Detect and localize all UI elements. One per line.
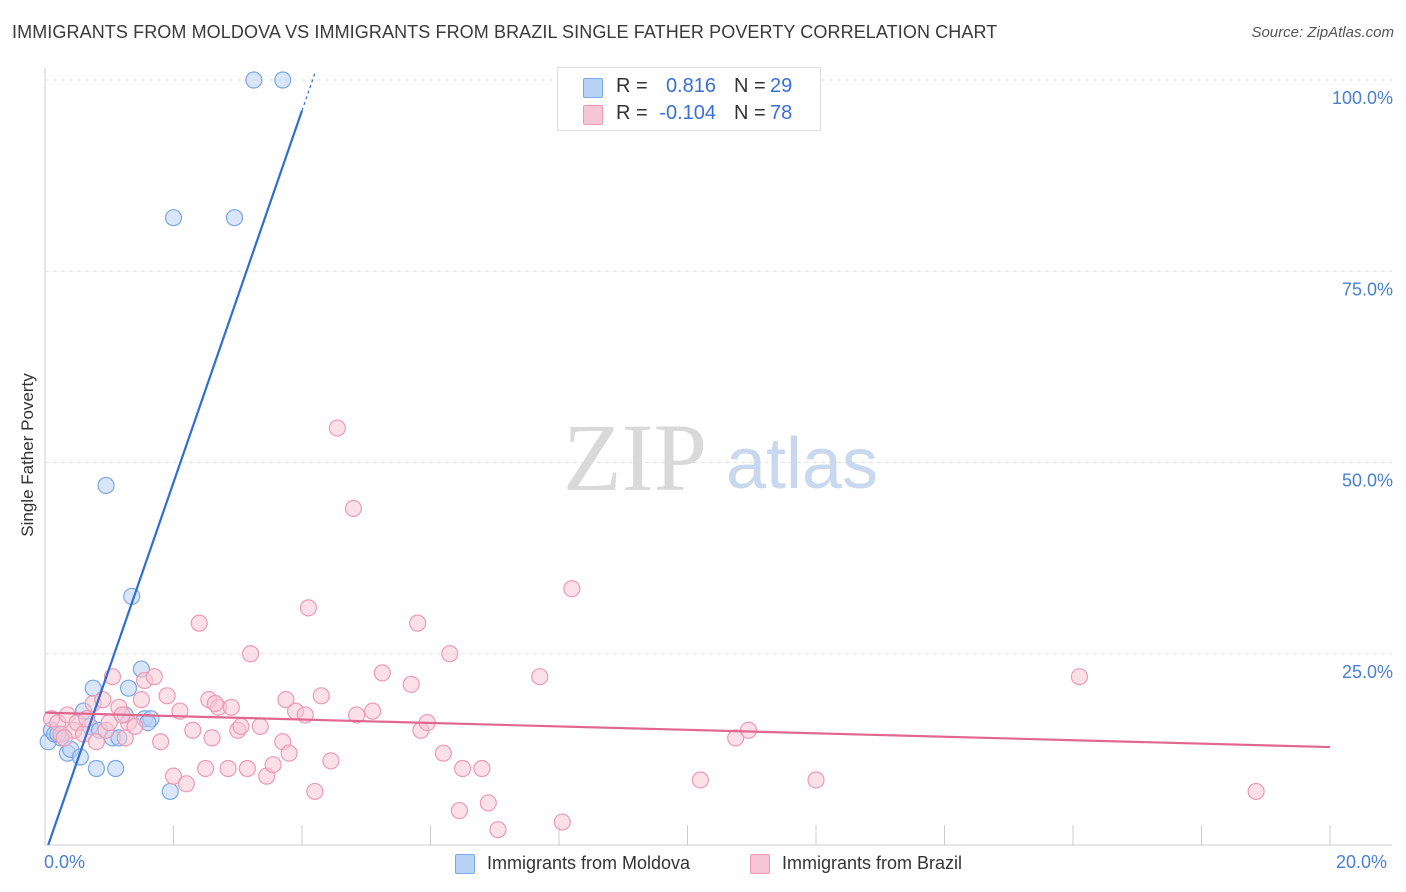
brazil-point (184, 721, 202, 739)
r-value: 0.816 (665, 75, 716, 97)
brazil-point (251, 717, 269, 736)
y-tick-label: 25.0% (1342, 662, 1393, 682)
brazil-point (479, 794, 497, 812)
y-tick-label: 100.0% (1332, 88, 1393, 108)
brazil-point (739, 721, 758, 739)
trend-lines (44, 73, 1331, 846)
brazil-point (373, 664, 391, 682)
stats-row-brazil: R = -0.104 N = 78 (558, 101, 820, 127)
brazil-point (563, 580, 581, 598)
brazil-point (306, 782, 324, 801)
brazil-point (489, 821, 507, 839)
brazil-point (222, 698, 240, 716)
r-value: -0.104 (659, 102, 716, 124)
legend-moldova-label: Immigrants from Moldova (487, 853, 691, 873)
brazil-point (727, 729, 745, 747)
watermark-zip: ZIP (563, 404, 707, 511)
brazil-point (206, 694, 224, 713)
brazil-point (328, 419, 346, 437)
n-label: N = (734, 102, 766, 124)
brazil-point (132, 691, 150, 709)
y-tick-label: 75.0% (1342, 279, 1393, 299)
r-label: R = (616, 75, 648, 97)
moldova-swatch (583, 78, 603, 98)
brazil-point (402, 675, 420, 693)
brazil-point (152, 733, 170, 751)
brazil-point (197, 759, 215, 778)
moldova-point (245, 71, 263, 89)
legend-brazil-swatch (750, 854, 770, 874)
brazil-point (531, 668, 549, 686)
brazil-point (409, 614, 427, 632)
brazil-trend-line (44, 711, 1331, 749)
brazil-point (55, 729, 73, 747)
moldova-point (119, 679, 138, 697)
chart-title: IMMIGRANTS FROM MOLDOVA VS IMMIGRANTS FR… (12, 22, 998, 42)
brazil-point (87, 733, 106, 751)
brazil-point (164, 767, 183, 785)
brazil-point (473, 759, 491, 778)
n-value: 29 (770, 75, 793, 97)
brazil-point (232, 717, 250, 736)
r-label: R = (616, 102, 648, 124)
moldova-point (225, 209, 244, 227)
brazil-point (312, 687, 330, 705)
brazil-point (203, 729, 221, 747)
moldova-point (87, 759, 106, 778)
watermark: ZIP atlas (563, 404, 878, 511)
stats-row-moldova: R = 0.816 N = 29 (558, 74, 820, 100)
brazil-point (126, 717, 144, 736)
moldova-trend-line (47, 110, 304, 846)
moldova-point (107, 759, 125, 778)
brazil-point (450, 801, 469, 820)
brazil-point (1070, 668, 1089, 686)
brazil-point (691, 771, 709, 789)
brazil-point (807, 771, 825, 789)
brazil-point (242, 645, 260, 663)
brazil-point (190, 614, 208, 632)
source-label: Source: ZipAtlas.com (1251, 24, 1394, 41)
moldova-point (274, 71, 292, 89)
y-tick-label: 50.0% (1342, 471, 1393, 491)
brazil-point (441, 645, 459, 663)
brazil-point (280, 744, 298, 762)
moldova-trend-extension (301, 73, 316, 111)
n-value: 78 (770, 102, 793, 124)
watermark-atlas: atlas (726, 424, 878, 504)
x-tick-label-max: 20.0% (1336, 852, 1388, 872)
brazil-point (177, 775, 195, 793)
brazil-point (238, 759, 256, 778)
x-tick-label-min: 0.0% (44, 852, 86, 872)
brazil-point (322, 752, 340, 770)
brazil-swatch (583, 105, 603, 125)
x-tick-marks (44, 825, 1331, 845)
brazil-point (145, 668, 163, 686)
legend-brazil-label: Immigrants from Brazil (782, 853, 963, 873)
brazil-point (1247, 782, 1265, 801)
y-tick-labels: 25.0% 50.0% 75.0% 100.0% (1332, 88, 1393, 682)
brazil-point (364, 702, 382, 720)
brazil-point (299, 599, 318, 617)
brazil-point (344, 499, 362, 517)
brazil-point (158, 687, 176, 705)
moldova-point (164, 209, 183, 227)
moldova-point (161, 782, 179, 801)
brazil-point (553, 813, 571, 831)
stats-legend: R = 0.816 N = 29 R = -0.104 N = 78 (557, 67, 821, 131)
legend-moldova-swatch (455, 854, 475, 874)
brazil-point (277, 691, 295, 709)
brazil-point (454, 759, 472, 778)
n-label: N = (734, 75, 766, 97)
moldova-point (97, 476, 115, 495)
brazil-point (348, 706, 366, 724)
brazil-point (434, 744, 452, 762)
brazil-point (264, 756, 282, 774)
brazil-point (219, 759, 237, 778)
